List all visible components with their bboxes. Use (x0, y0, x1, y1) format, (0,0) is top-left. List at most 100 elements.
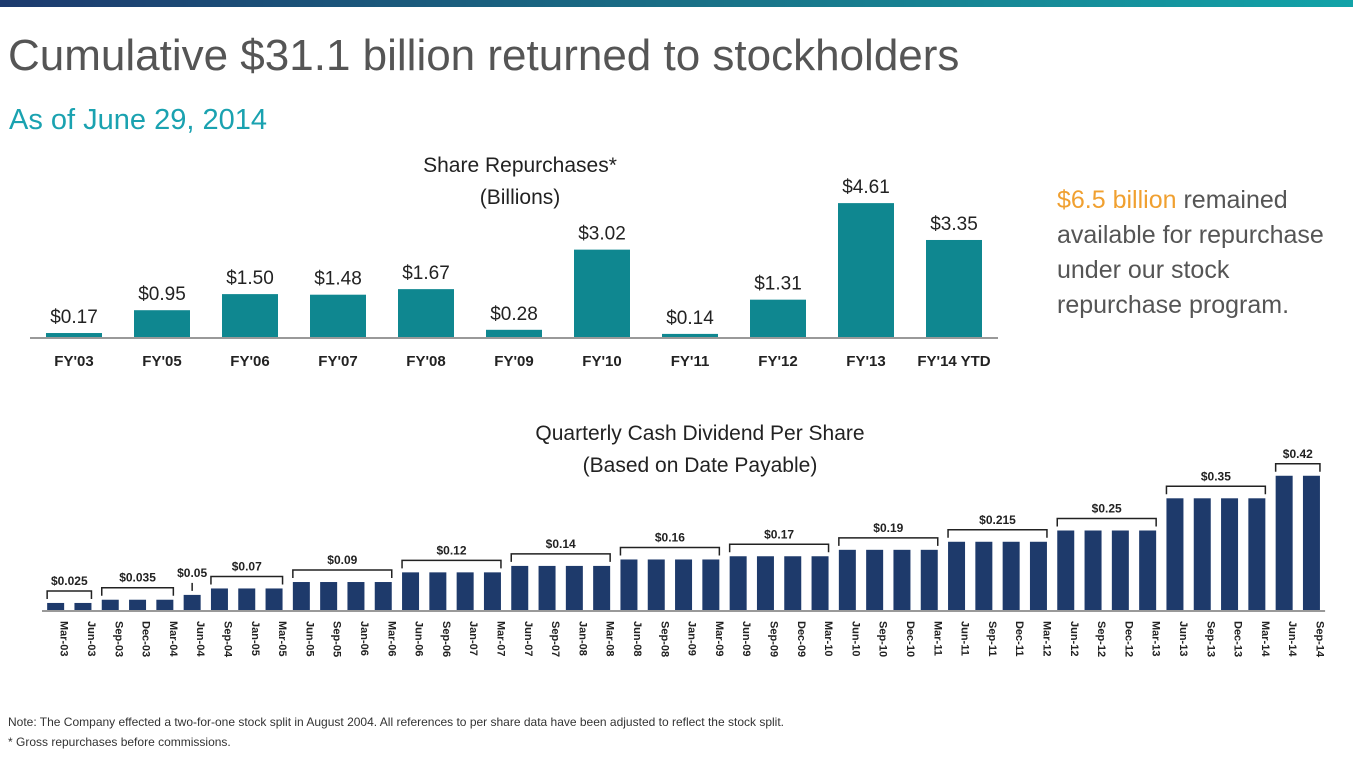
split-footnote: Note: The Company effected a two-for-one… (8, 715, 785, 729)
data-label: $3.02 (578, 224, 626, 245)
group-label: $0.42 (1283, 447, 1313, 461)
tick-label: Mar-03 (58, 621, 70, 656)
group-bracket (728, 543, 830, 553)
bar (402, 572, 420, 611)
tick-label: Jan-08 (576, 621, 588, 656)
bar (320, 582, 338, 611)
group-label: $0.025 (51, 574, 88, 588)
bar (310, 294, 366, 338)
chart-title: Quarterly Cash Dividend Per Share (535, 422, 864, 445)
data-label: $3.35 (930, 214, 978, 235)
data-label: $1.48 (314, 269, 362, 290)
group-bracket (101, 586, 175, 596)
bar (838, 203, 894, 338)
bar (675, 559, 693, 611)
tick-label: Mar-11 (931, 621, 943, 656)
bar (456, 572, 474, 611)
bar (46, 333, 102, 338)
group-label: $0.17 (764, 527, 794, 541)
bar (1139, 530, 1157, 611)
bar (565, 565, 583, 611)
bar (756, 556, 774, 611)
bar (838, 549, 856, 611)
tick-label: FY'06 (230, 353, 269, 370)
tick-label: Sep-12 (1095, 621, 1107, 657)
tick-label: FY'03 (54, 353, 93, 370)
bar (398, 289, 454, 338)
group-label: $0.12 (436, 543, 466, 557)
tick-label: Jun-08 (631, 621, 643, 656)
bar (47, 602, 65, 611)
bar (101, 599, 119, 611)
bar (1002, 541, 1020, 611)
bar (1221, 498, 1239, 611)
tick-label: Mar-05 (276, 621, 288, 656)
tick-label: Jan-07 (467, 621, 479, 656)
bar (74, 602, 92, 611)
tick-label: Sep-05 (331, 621, 343, 657)
chart-subtitle: (Billions) (480, 186, 561, 209)
tick-label: Mar-14 (1259, 621, 1271, 657)
data-label: $1.67 (402, 263, 450, 284)
tick-label: Jun-14 (1286, 621, 1298, 657)
group-bracket (1056, 517, 1157, 527)
tick-label: FY'14 YTD (917, 353, 990, 370)
bar (1248, 498, 1266, 611)
tick-label: Mar-10 (822, 621, 834, 656)
bar (893, 549, 911, 611)
bar (593, 565, 611, 611)
tick-label: FY'09 (494, 353, 533, 370)
tick-label: Sep-09 (767, 621, 779, 657)
group-label: $0.07 (232, 559, 262, 573)
tick-label: Mar-09 (713, 621, 725, 656)
page-title: Cumulative $31.1 billion returned to sto… (8, 31, 960, 80)
bar (292, 582, 310, 611)
group-label: $0.25 (1092, 502, 1122, 516)
group-label: $0.35 (1201, 469, 1231, 483)
dividend-chart: Quarterly Cash Dividend Per Share (Based … (42, 422, 1325, 658)
bar (486, 329, 542, 338)
tick-label: Dec-03 (140, 621, 152, 657)
bar (811, 556, 829, 611)
bar (1193, 498, 1211, 611)
bar (926, 239, 982, 338)
bar (183, 594, 201, 611)
group-label: $0.14 (546, 537, 576, 551)
group-label: $0.215 (979, 513, 1016, 527)
group-bracket (947, 529, 1048, 538)
bar (129, 599, 147, 611)
bar (948, 541, 966, 611)
bar (784, 556, 802, 611)
bar (702, 559, 720, 611)
tick-label: Jun-03 (85, 621, 97, 656)
chart-subtitle: (Based on Date Payable) (583, 454, 818, 477)
group-bracket (619, 546, 721, 556)
tick-label: Mar-13 (1150, 621, 1162, 656)
bar (347, 582, 365, 611)
bar (1111, 530, 1129, 611)
group-bracket (1274, 463, 1321, 472)
bar (265, 588, 283, 611)
tick-label: Jun-06 (413, 621, 425, 656)
tick-label: Jun-07 (522, 621, 534, 656)
bar (975, 541, 993, 611)
group-label: $0.09 (327, 553, 357, 567)
bar (238, 588, 256, 611)
bar (374, 582, 392, 611)
group-label: $0.05 (177, 566, 207, 580)
tick-label: Dec-11 (1013, 621, 1025, 656)
tick-label: Jan-05 (249, 621, 261, 656)
group-bracket (401, 559, 502, 569)
tick-label: Jun-10 (849, 621, 861, 656)
data-label: $0.95 (138, 284, 186, 305)
data-label: $0.28 (490, 304, 538, 325)
tick-label: Sep-13 (1204, 621, 1216, 657)
tick-label: FY'05 (142, 353, 181, 370)
tick-label: Sep-03 (112, 621, 124, 657)
tick-label: Mar-04 (167, 621, 179, 657)
asterisk-footnote: * Gross repurchases before commissions. (8, 735, 231, 749)
tick-label: Jun-05 (303, 621, 315, 656)
bar (1057, 530, 1075, 611)
bar (210, 588, 228, 611)
bar (538, 565, 556, 611)
